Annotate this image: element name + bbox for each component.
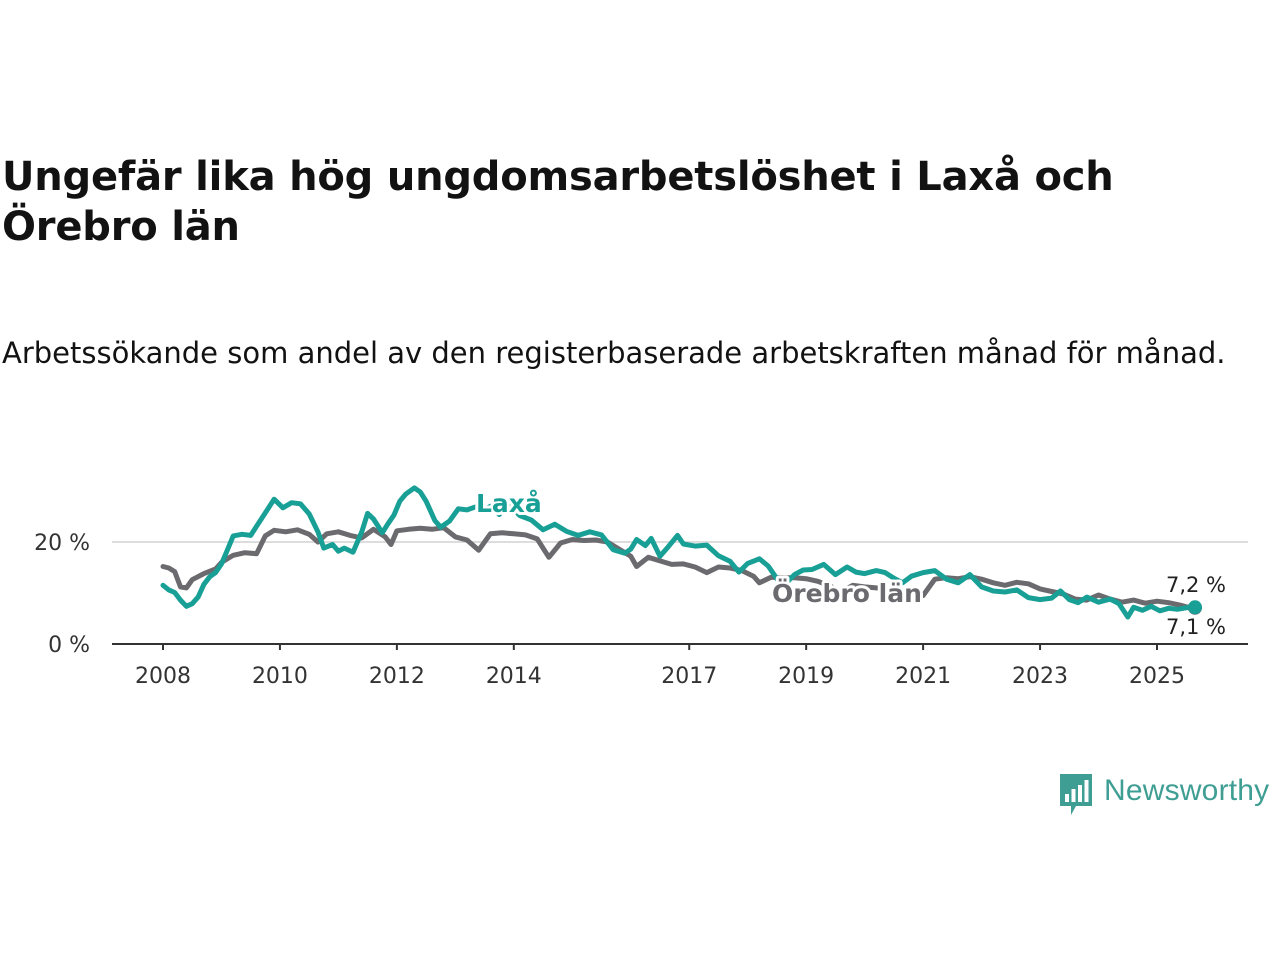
x-tick-label: 2025	[1129, 664, 1185, 689]
series-line-lax-	[160, 485, 1198, 620]
end-marker-lax-	[1188, 600, 1202, 615]
end-value-label-lax-: 7,2 %	[1166, 573, 1226, 597]
series-lines	[160, 485, 1202, 620]
bar-chart-speech-bubble-icon	[1060, 774, 1092, 815]
x-tick-label: 2019	[778, 664, 834, 689]
x-axis: 2008 2010 2012 2014 2017 2019 2021 2023 2025	[112, 643, 1248, 689]
end-value-label--rebro-l-n: 7,1 %	[1166, 615, 1226, 639]
newsworthy-logo: Newsworthy	[1058, 772, 1269, 818]
y-tick-label: 0 %	[48, 633, 90, 658]
chart-subtitle: Arbetssökande som andel av den registerb…	[2, 336, 1226, 370]
x-tick-label: 2017	[661, 664, 717, 689]
x-tick-label: 2014	[486, 664, 542, 689]
series-label-lax-: Laxå	[476, 489, 542, 518]
brand-name: Newsworthy	[1104, 774, 1270, 807]
x-tick-label: 2012	[369, 664, 425, 689]
x-tick-label: 2021	[895, 664, 951, 689]
line-chart: 0 % 20 % 2008 2010 2012 2014 2017 2019 2021 2023…	[34, 485, 1248, 689]
series-label--rebro-l-n: Örebro län	[772, 578, 922, 608]
x-tick-label: 2008	[135, 664, 191, 689]
series-labels: Örebro län Laxå 7,1 % 7,2 %	[473, 486, 1229, 642]
series-line--rebro-l-n	[160, 525, 1198, 611]
x-tick-label: 2023	[1012, 664, 1068, 689]
x-tick-label: 2010	[252, 664, 308, 689]
y-tick-label: 20 %	[34, 531, 90, 556]
chart-title: Ungefär lika hög ungdomsarbetslöshet i L…	[2, 154, 1114, 250]
